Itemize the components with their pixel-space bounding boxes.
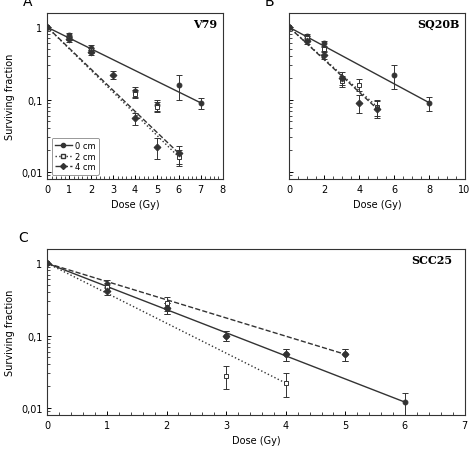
Text: SQ20B: SQ20B [417, 18, 459, 29]
Text: V79: V79 [193, 18, 218, 29]
X-axis label: Dose (Gy): Dose (Gy) [232, 435, 280, 445]
X-axis label: Dose (Gy): Dose (Gy) [353, 200, 401, 210]
X-axis label: Dose (Gy): Dose (Gy) [111, 200, 159, 210]
Legend: 0 cm, 2 cm, 4 cm: 0 cm, 2 cm, 4 cm [52, 138, 99, 175]
Text: B: B [264, 0, 274, 9]
Text: A: A [23, 0, 32, 9]
Text: SCC25: SCC25 [411, 254, 452, 265]
Text: C: C [18, 230, 28, 244]
Y-axis label: Surviving fraction: Surviving fraction [6, 289, 16, 375]
Y-axis label: Surviving fraction: Surviving fraction [6, 53, 16, 139]
